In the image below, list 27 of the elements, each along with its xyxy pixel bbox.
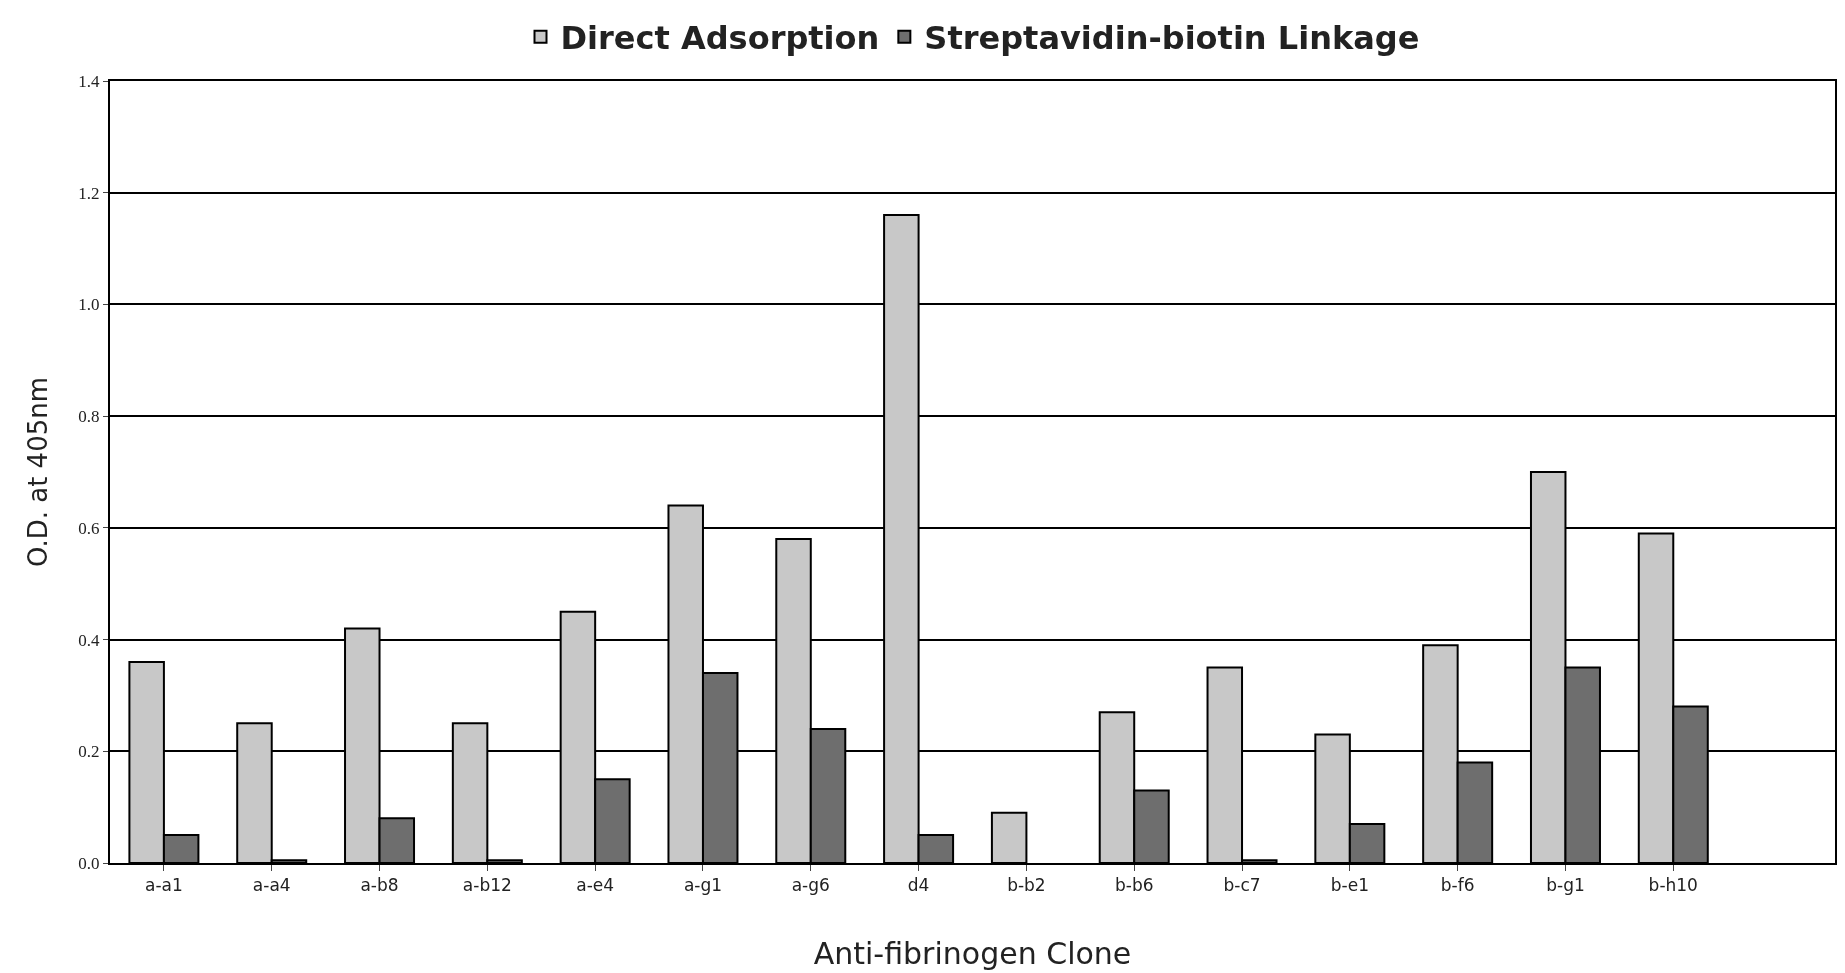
y-tick-label: 0.0 — [78, 853, 100, 873]
x-tick-label: a-a1 — [145, 875, 183, 896]
y-axis-title: O.D. at 405nm — [23, 376, 53, 568]
y-tick-label: 1.2 — [78, 183, 100, 203]
x-tick-label: d4 — [907, 875, 930, 896]
y-tick-label: 0.8 — [78, 407, 100, 427]
x-tick-label: b-g1 — [1546, 875, 1585, 896]
x-tick-label: a-g6 — [791, 875, 830, 896]
x-tick-label: a-b12 — [462, 875, 512, 896]
x-tick-label: b-b6 — [1114, 875, 1154, 896]
x-tick-label: a-e4 — [576, 875, 615, 896]
x-tick-label: b-f6 — [1440, 875, 1475, 896]
x-axis-title: Anti-fibrinogen Clone — [813, 936, 1132, 971]
x-tick-label: b-c7 — [1223, 875, 1261, 896]
y-tick-label: 0.4 — [78, 630, 101, 650]
x-tick-label: a-g1 — [683, 875, 723, 896]
y-tick-label: 1.4 — [78, 71, 101, 91]
x-tick-label: b-h10 — [1648, 875, 1698, 896]
x-tick-label: b-b2 — [1007, 875, 1046, 896]
x-tick-label: a-a4 — [252, 875, 291, 896]
legend-label: Direct Adsorption — [560, 19, 880, 58]
x-tick-label: b-e1 — [1330, 875, 1369, 896]
legend-label: Streptavidin-biotin Linkage — [924, 19, 1420, 58]
x-tick-label: a-b8 — [360, 875, 399, 896]
y-tick-label: 0.6 — [78, 518, 100, 538]
y-tick-label: 1.0 — [78, 295, 100, 315]
y-tick-label: 0.2 — [78, 742, 100, 762]
